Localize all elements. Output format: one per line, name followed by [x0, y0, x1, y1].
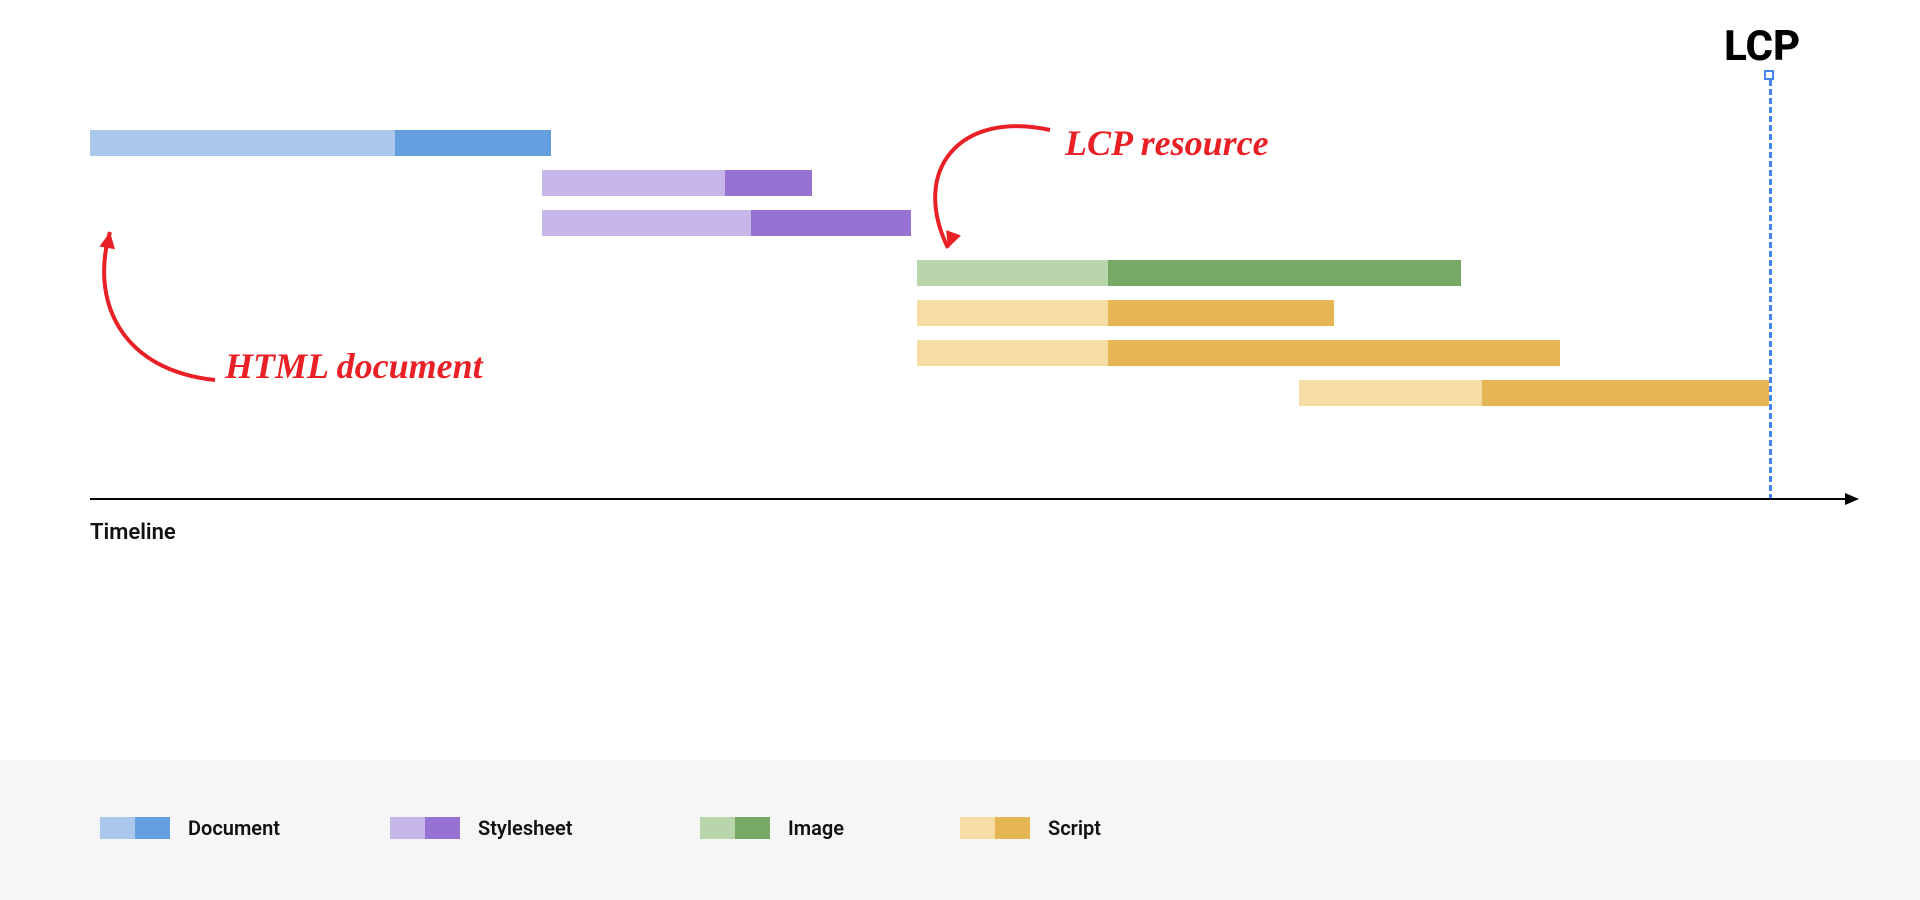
legend-item-document: Document: [100, 816, 280, 840]
bar-script2: [917, 340, 1561, 366]
timeline-axis-arrow-icon: [1845, 493, 1859, 505]
legend-item-script: Script: [960, 816, 1101, 840]
bar-image-lcp: [917, 260, 1462, 286]
bar-script3: [1299, 380, 1769, 406]
bar-stylesheet2: [542, 210, 911, 236]
lcp-marker-box: [1764, 70, 1774, 80]
legend-swatch-icon: [390, 817, 460, 839]
legend-label: Stylesheet: [478, 816, 573, 840]
bar-document: [90, 130, 551, 156]
legend-item-image: Image: [700, 816, 844, 840]
legend-label: Image: [788, 816, 844, 840]
legend-swatch-icon: [960, 817, 1030, 839]
bar-stylesheet1: [542, 170, 812, 196]
legend-swatch-icon: [700, 817, 770, 839]
legend-swatch-icon: [100, 817, 170, 839]
lcp-title: LCP: [1724, 22, 1800, 71]
legend-label: Script: [1048, 816, 1101, 840]
annotation-text-html-doc: HTML document: [225, 345, 483, 387]
lcp-marker-line: [1769, 80, 1772, 500]
legend-label: Document: [188, 816, 280, 840]
timeline-axis: [90, 498, 1847, 500]
legend-bar: Document Stylesheet Image Script: [0, 760, 1920, 900]
legend-item-stylesheet: Stylesheet: [390, 816, 573, 840]
annotation-text-lcp-resource: LCP resource: [1065, 122, 1269, 164]
timeline-axis-label: Timeline: [90, 520, 176, 545]
bar-script1: [917, 300, 1335, 326]
